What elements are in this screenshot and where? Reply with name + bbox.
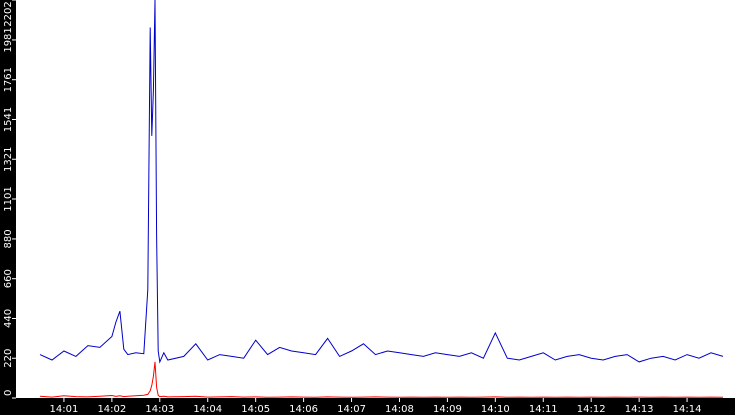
x-tick-label: 14:13 [625, 404, 654, 415]
y-tick-label: 1541 [3, 107, 14, 132]
x-tick-label: 14:05 [241, 404, 270, 415]
plot-area [39, 0, 724, 398]
y-tick-label: 1321 [3, 147, 14, 172]
x-tick-label: 14:11 [529, 404, 558, 415]
x-tick-label: 14:10 [481, 404, 510, 415]
x-axis-band [0, 398, 735, 415]
y-tick-label: 0 [3, 390, 14, 396]
x-tick-label: 14:07 [337, 404, 366, 415]
y-tick-label: 440 [3, 309, 14, 328]
x-tick-label: 14:09 [433, 404, 462, 415]
y-tick-label: 660 [3, 269, 14, 288]
y-tick-label: 880 [3, 229, 14, 248]
y-tick-label: 1761 [3, 67, 14, 92]
x-tick-label: 14:04 [193, 404, 222, 415]
x-axis: 14:01 14:02 14:03 14:04 14:05 14:06 14:07 14:08… [50, 398, 702, 415]
x-tick-label: 14:06 [289, 404, 318, 415]
y-tick-label: 1101 [3, 186, 14, 211]
x-tick-label: 14:02 [97, 404, 126, 415]
series-line-0 [39, 0, 724, 364]
x-tick-label: 14:08 [385, 404, 414, 415]
y-axis-band [0, 0, 16, 415]
x-tick-label: 14:14 [673, 404, 702, 415]
x-tick-label: 14:03 [145, 404, 174, 415]
y-tick-label: 1981 [3, 27, 14, 52]
x-tick-label: 14:12 [577, 404, 606, 415]
series-line-1 [39, 361, 724, 398]
x-tick-label: 14:01 [50, 404, 79, 415]
y-tick-label: 220 [3, 349, 14, 368]
y-tick-label: 2202 [3, 1, 14, 26]
